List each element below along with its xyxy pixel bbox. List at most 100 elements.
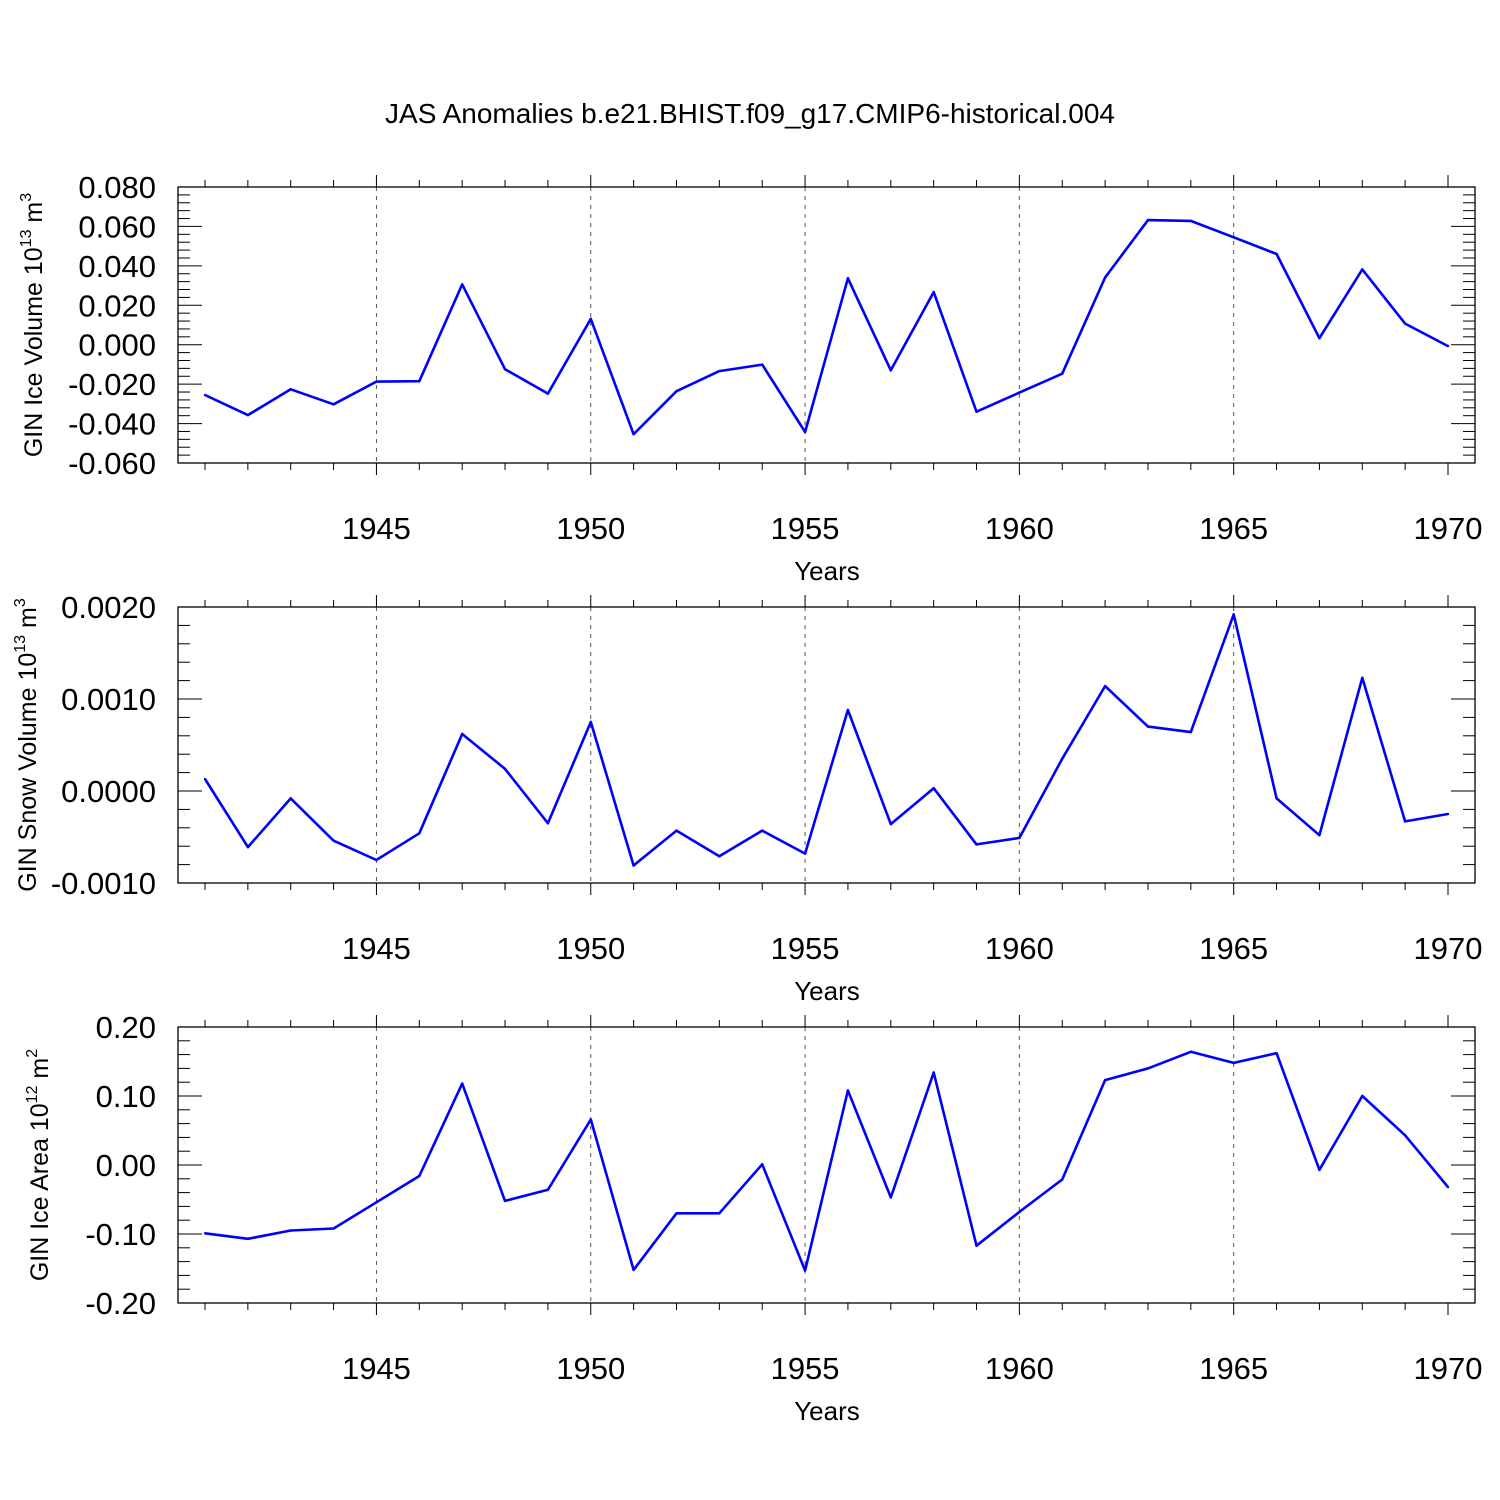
snow-volume-data-point bbox=[632, 864, 635, 867]
snow-volume-x-tick-label: 1955 bbox=[771, 931, 840, 966]
ice-volume-data-point bbox=[460, 283, 464, 286]
snow-volume-data-point bbox=[1361, 676, 1364, 680]
panel-ice-volume: -0.060 -0.040 -0.020 0.000 0.020 0.040 0.060 0.… bbox=[18, 170, 1482, 586]
ice-volume-data-point bbox=[1403, 322, 1407, 325]
snow-volume-x-axis-title: Years bbox=[794, 976, 860, 1006]
ice-area-x-tick-label: 1960 bbox=[985, 1351, 1054, 1386]
ice-area-y-tick-label: 0.10 bbox=[96, 1079, 156, 1114]
snow-volume-data-point bbox=[1318, 833, 1321, 837]
ice-volume-y-tick-label: 0.040 bbox=[78, 249, 156, 284]
snow-volume-data-point bbox=[1103, 684, 1107, 688]
ice-volume-data-point bbox=[375, 380, 378, 383]
snow-volume-data-point bbox=[289, 797, 292, 800]
ice-volume-x-tick-label: 1945 bbox=[342, 511, 411, 546]
ice-volume-data-point bbox=[503, 367, 507, 371]
snow-volume-data-point bbox=[1232, 613, 1235, 616]
ice-volume-data-point bbox=[1103, 276, 1107, 279]
snow-volume-series-line bbox=[203, 613, 1449, 867]
ice-area-data-point bbox=[375, 1201, 378, 1204]
ice-volume-y-axis-title: GIN Ice Volume 1013 m3 bbox=[18, 193, 48, 457]
ice-volume-series-line bbox=[204, 218, 1449, 436]
panel-ice-area: -0.20 -0.10 0.00 0.10 0.20 1945 1950 1955 1960 19… bbox=[24, 1010, 1482, 1426]
ice-volume-data-point bbox=[589, 317, 592, 321]
ice-area-data-point bbox=[418, 1174, 421, 1178]
ice-area-x-tick-label: 1945 bbox=[342, 1351, 411, 1386]
ice-area-data-point bbox=[289, 1229, 292, 1232]
ice-area-data-point bbox=[718, 1212, 721, 1215]
snow-volume-x-tick-label: 1965 bbox=[1199, 931, 1268, 966]
snow-volume-plot-frame bbox=[177, 606, 1476, 884]
ice-volume-data-point bbox=[418, 379, 421, 383]
snow-volume-data-point bbox=[1146, 725, 1150, 728]
ice-volume-data-point bbox=[1361, 268, 1364, 271]
ice-area-series-line bbox=[204, 1050, 1450, 1272]
snow-volume-data-point bbox=[375, 858, 378, 862]
panel-snow-volume: -0.0010 0.0000 0.0010 0.0020 1945 1950 1955 196… bbox=[12, 590, 1482, 1006]
ice-volume-data-point bbox=[246, 413, 250, 417]
snow-volume-data-point bbox=[589, 720, 592, 724]
ice-area-y-tick-label: 0.20 bbox=[96, 1010, 156, 1045]
ice-volume-y-tick-label: -0.040 bbox=[68, 407, 156, 442]
ice-area-data-point bbox=[1061, 1178, 1064, 1181]
ice-volume-x-tick-label: 1950 bbox=[556, 511, 625, 546]
ice-area-data-point bbox=[203, 1232, 207, 1235]
ice-volume-data-point bbox=[718, 369, 721, 373]
ice-volume-data-point bbox=[846, 277, 850, 280]
snow-volume-y-tick-label: 0.0010 bbox=[61, 682, 156, 717]
snow-volume-data-point bbox=[203, 777, 207, 781]
ice-volume-plot-frame bbox=[177, 186, 1476, 464]
snow-volume-data-point bbox=[718, 855, 721, 858]
ice-area-x-tick-label: 1955 bbox=[771, 1351, 840, 1386]
ice-volume-data-point bbox=[761, 363, 764, 366]
ice-area-data-point bbox=[632, 1268, 635, 1272]
ice-area-data-point bbox=[460, 1082, 464, 1085]
ice-area-data-point bbox=[803, 1269, 807, 1272]
ice-area-y-tick-label: -0.20 bbox=[85, 1286, 156, 1321]
ice-area-data-point bbox=[1446, 1185, 1450, 1189]
ice-area-data-point bbox=[1403, 1134, 1407, 1137]
snow-volume-data-point bbox=[846, 708, 850, 712]
ice-volume-data-point bbox=[1061, 372, 1064, 375]
panels: -0.060 -0.040 -0.020 0.000 0.020 0.040 0.060 0.… bbox=[12, 170, 1482, 1426]
ice-area-data-point bbox=[1146, 1067, 1150, 1070]
ice-volume-y-tick-label: 0.020 bbox=[78, 288, 156, 323]
ice-volume-data-point bbox=[546, 392, 550, 395]
snow-volume-x-tick-label: 1970 bbox=[1414, 931, 1483, 966]
ice-area-x-axis-title: Years bbox=[794, 1396, 860, 1426]
snow-volume-data-point bbox=[761, 829, 764, 832]
ice-area-data-point bbox=[761, 1163, 764, 1166]
ice-area-data-point bbox=[246, 1237, 250, 1241]
snow-volume-data-point bbox=[460, 732, 464, 736]
snow-volume-data-point bbox=[246, 845, 250, 849]
ice-volume-data-point bbox=[803, 430, 807, 434]
ice-volume-data-point bbox=[203, 393, 207, 397]
ice-volume-data-point bbox=[932, 290, 935, 294]
snow-volume-y-tick-label: 0.0020 bbox=[61, 590, 156, 625]
ice-area-x-tick-label: 1965 bbox=[1199, 1351, 1268, 1386]
ice-area-data-point bbox=[675, 1212, 678, 1215]
ice-volume-data-point bbox=[975, 410, 978, 413]
ice-area-x-tick-label: 1950 bbox=[556, 1351, 625, 1386]
ice-volume-x-tick-label: 1955 bbox=[771, 511, 840, 546]
ice-volume-x-axis-title: Years bbox=[794, 556, 860, 586]
ice-volume-data-point bbox=[1446, 344, 1450, 348]
ice-area-y-axis-title: GIN Ice Area 1012 m2 bbox=[24, 1049, 54, 1281]
ice-area-data-point bbox=[1275, 1052, 1278, 1055]
ice-area-data-point bbox=[546, 1188, 550, 1192]
ice-area-data-point bbox=[1103, 1078, 1107, 1082]
snow-volume-x-tick-label: 1960 bbox=[985, 931, 1054, 966]
snow-volume-y-axis-title: GIN Snow Volume 1013 m3 bbox=[12, 598, 42, 892]
snow-volume-data-point bbox=[332, 839, 335, 842]
snow-volume-data-point bbox=[675, 829, 678, 832]
ice-area-y-tick-label: 0.00 bbox=[96, 1148, 156, 1183]
ice-area-data-point bbox=[846, 1089, 850, 1092]
ice-volume-x-tick-label: 1965 bbox=[1199, 511, 1268, 546]
ice-area-plot-frame bbox=[177, 1026, 1476, 1304]
snow-volume-y-tick-label: -0.0010 bbox=[51, 866, 156, 901]
snow-volume-data-point bbox=[1189, 730, 1193, 734]
ice-volume-data-point bbox=[1232, 236, 1235, 239]
ice-volume-x-tick-label: 1970 bbox=[1414, 511, 1483, 546]
snow-volume-x-tick-label: 1950 bbox=[556, 931, 625, 966]
ice-volume-data-point bbox=[1189, 219, 1193, 223]
